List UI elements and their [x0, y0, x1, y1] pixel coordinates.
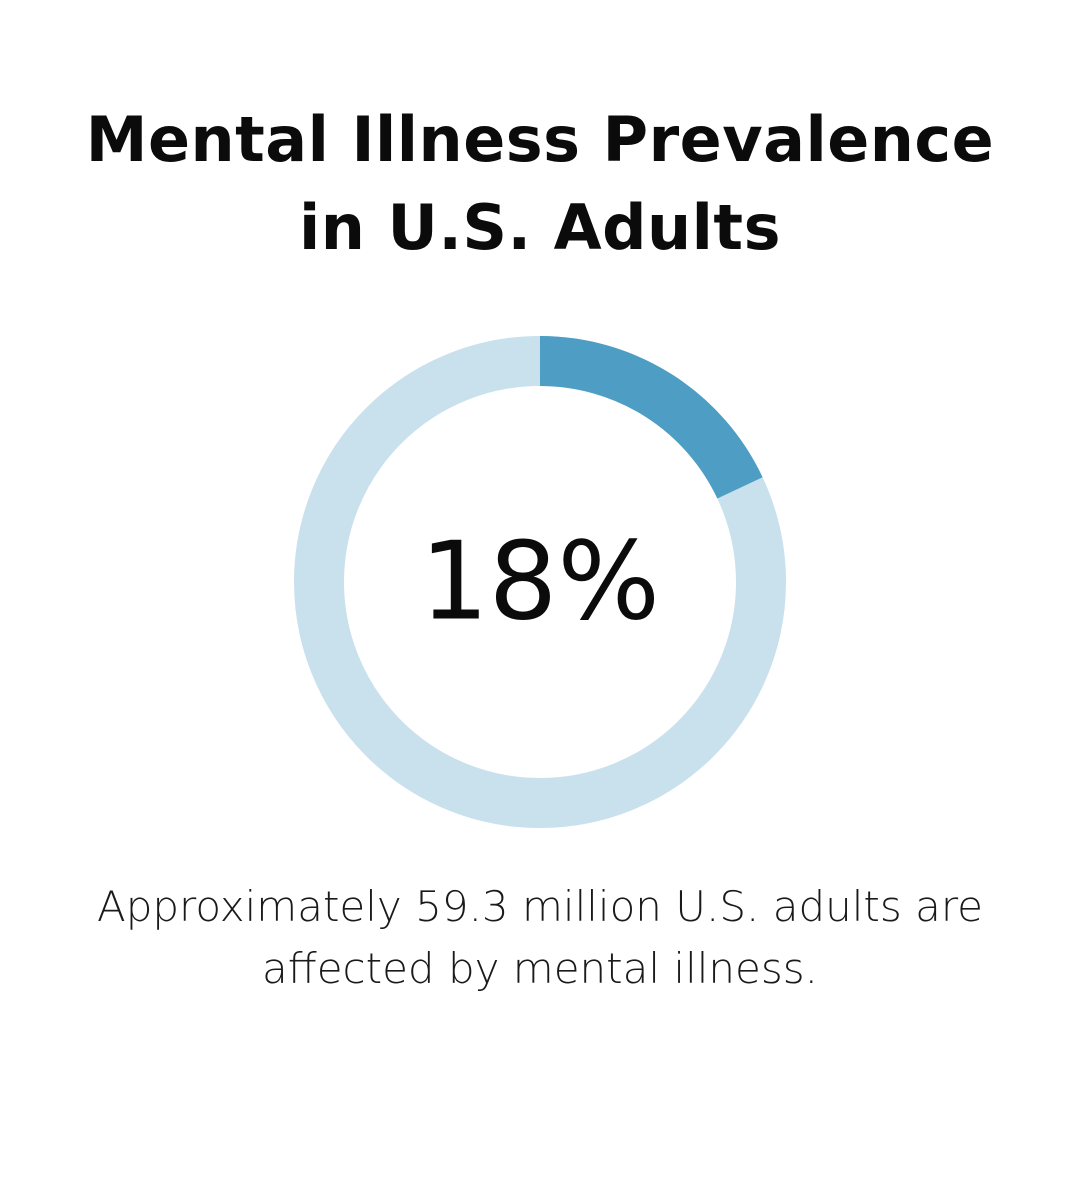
- chart-title-line-1: Mental Illness Prevalence: [85, 103, 995, 176]
- chart-title-line-2: in U.S. Adults: [299, 191, 781, 264]
- center-value: 18%: [420, 520, 660, 645]
- donut-chart: 18%: [290, 332, 790, 832]
- donut-chart-svg: 18%: [294, 336, 786, 828]
- chart-caption: Approximately 59.3 million U.S. adults a…: [40, 876, 1040, 1000]
- chart-caption-line-1: Approximately 59.3 million U.S. adults a…: [96, 882, 984, 931]
- donut-value-arc: [539, 336, 763, 499]
- chart-title: Mental Illness Prevalence in U.S. Adults: [40, 96, 1040, 272]
- chart-caption-line-2: affected by mental illness.: [262, 944, 818, 993]
